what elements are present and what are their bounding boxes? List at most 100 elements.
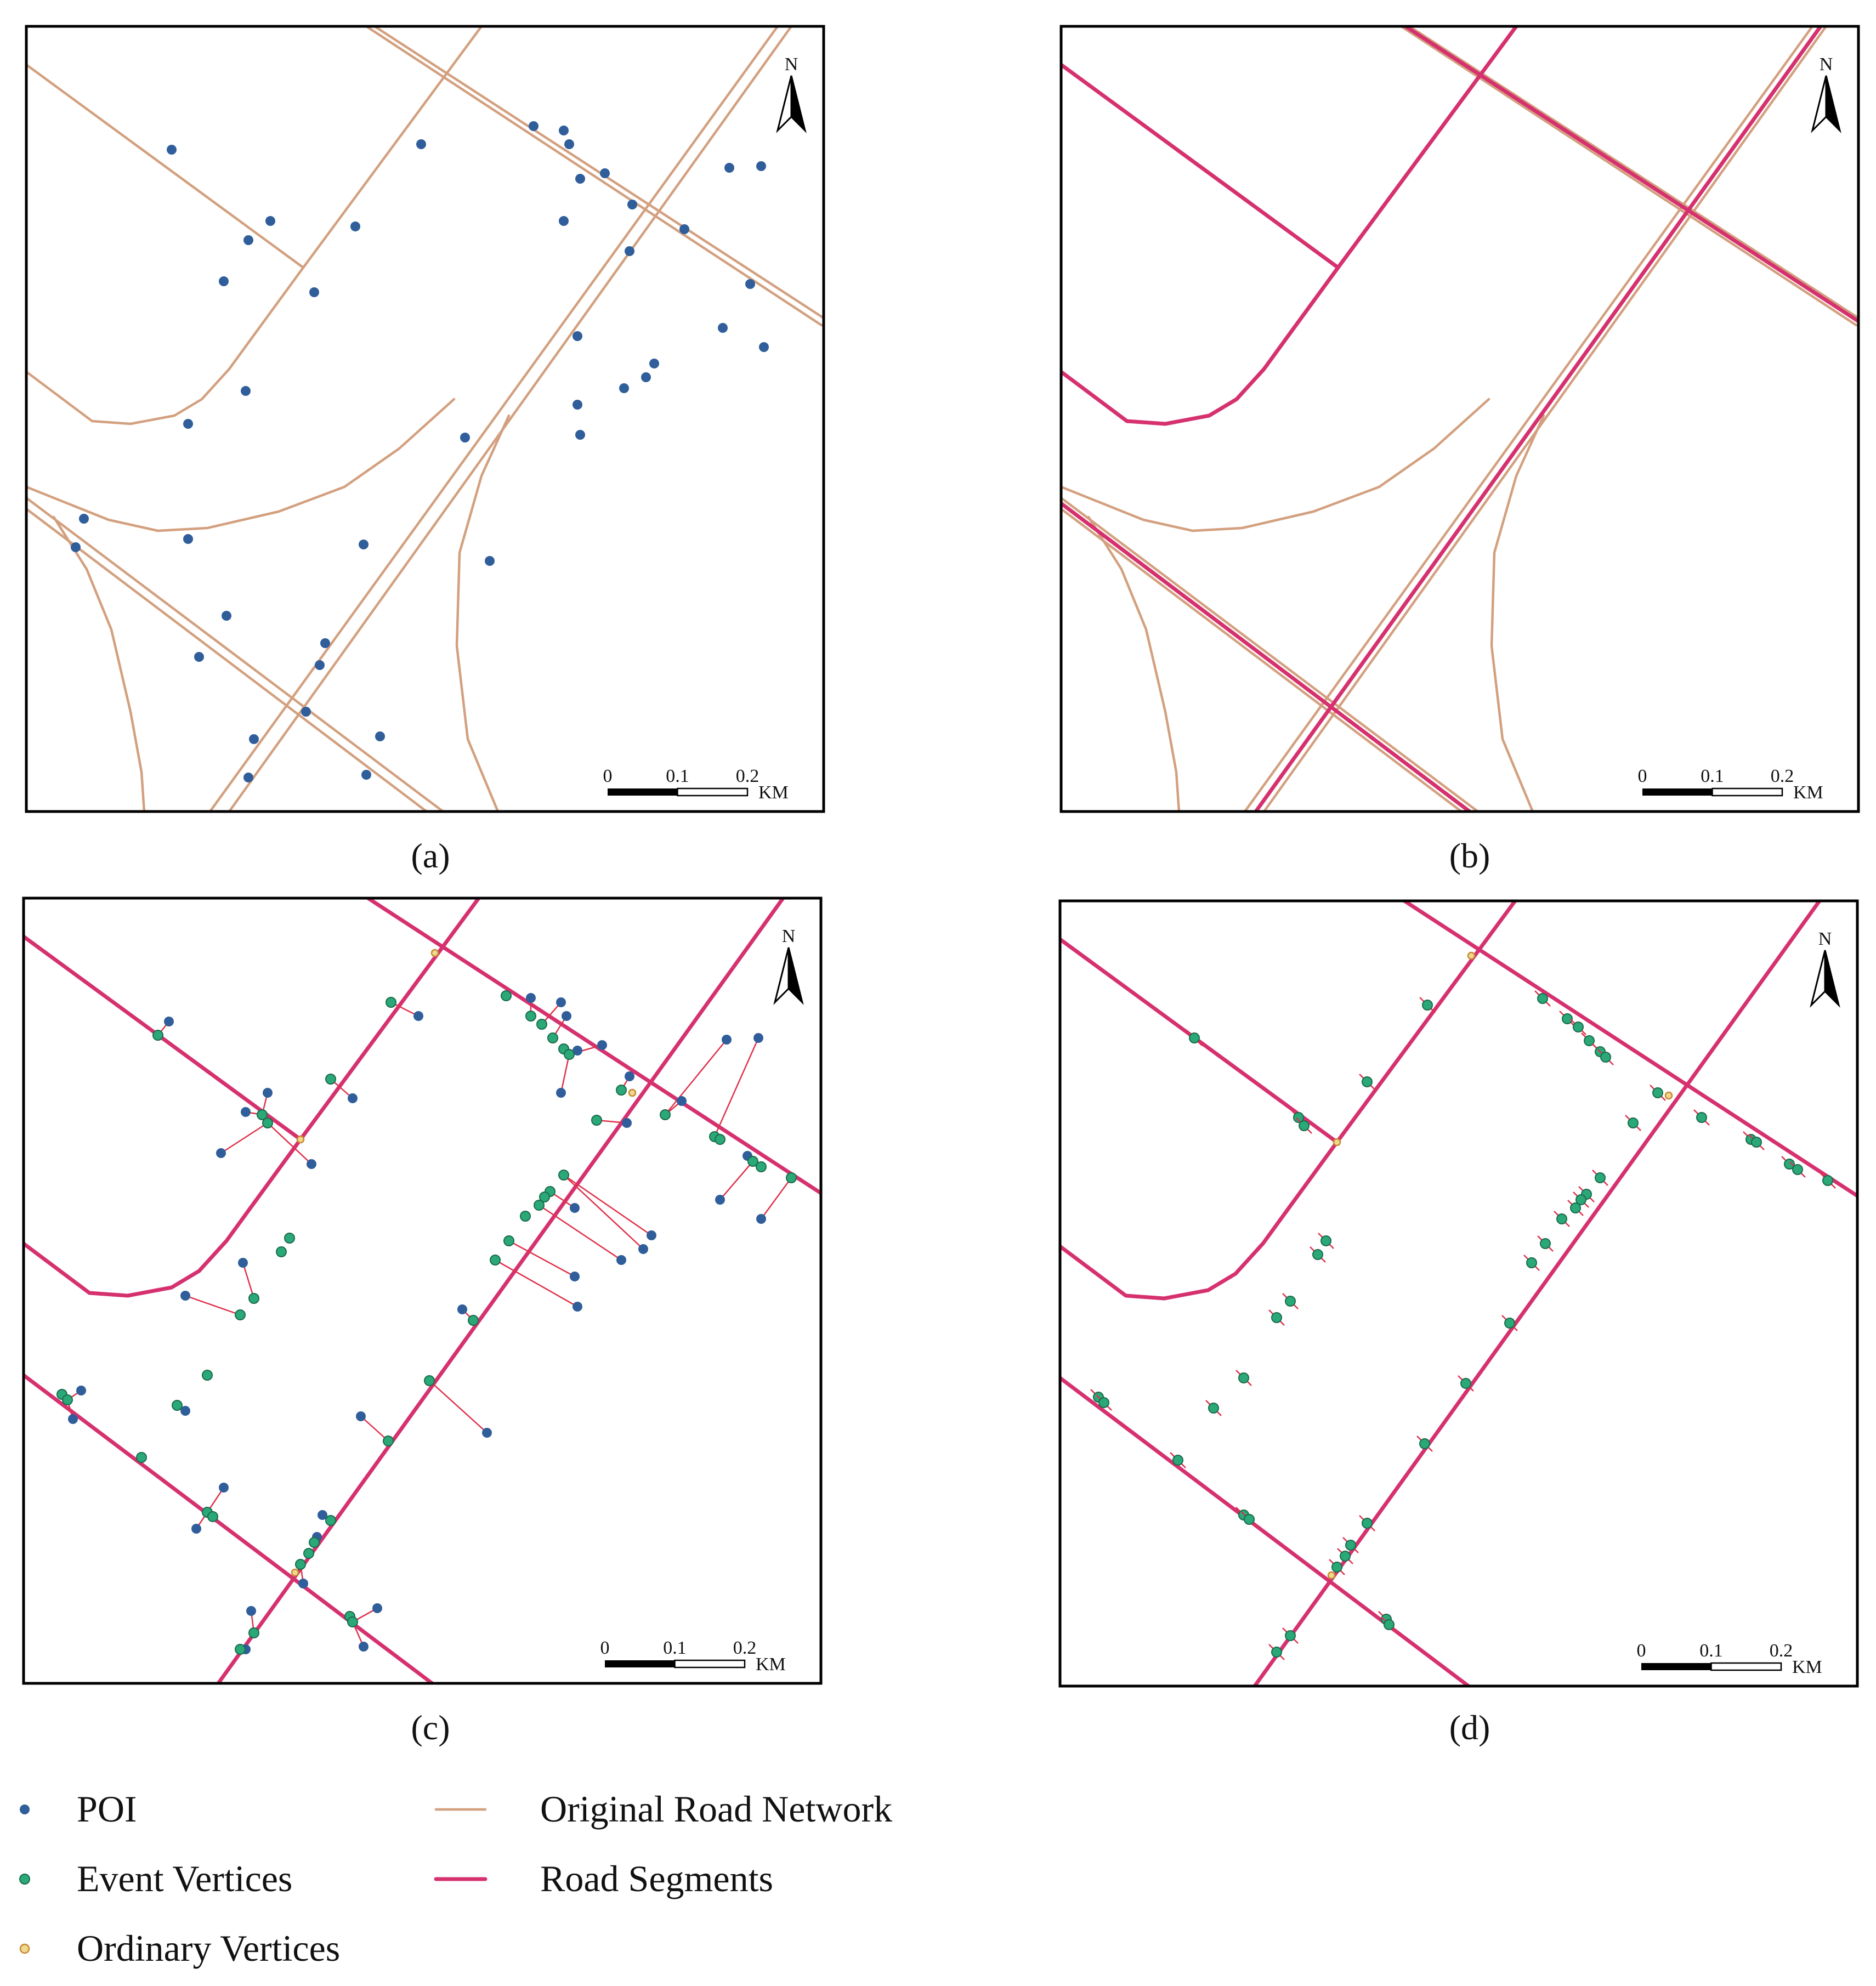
panel-b-map [1061,26,1858,812]
panel-d: N 0 0.1 0.2KM (d) [1058,899,1859,1747]
legend-item-event-vertices: Event Vertices [19,1858,292,1899]
poi-point [265,216,275,226]
original-road [302,26,483,269]
legend-label: Ordinary Vertices [77,1927,340,1969]
event-vertex [1595,1172,1606,1183]
poi-point [375,731,385,741]
event-vertex [1751,1137,1762,1148]
panel-a-map [26,26,824,812]
poi-point [356,1411,366,1421]
event-vertex [1271,1312,1282,1323]
event-vertex [520,1211,531,1222]
event-vertex [276,1246,287,1257]
event-vertex [1098,1397,1109,1408]
legend-item-original-road-network: Original Road Network [434,1788,892,1830]
event-vertex [1570,1202,1581,1213]
poi-point [359,540,369,549]
ordinary-vertex-symbol-icon [19,1943,30,1954]
event-vertex-symbol-icon [19,1874,30,1885]
panel-b-frame [1059,25,1860,813]
poi-point [600,168,610,178]
event-vertex [1556,1213,1567,1224]
event-vertex [262,1117,273,1128]
poi-point [570,1272,580,1281]
poi-point [616,1255,626,1265]
poi-point [759,342,769,352]
original-road [1243,26,1814,812]
poi-point [194,652,204,662]
panel-a-frame [25,25,825,813]
scale-bar-black [1641,1663,1711,1670]
event-vertex [1540,1238,1551,1249]
scale-tick-label: 0 [1637,1641,1646,1661]
poi-point [320,638,330,648]
poi-point [241,1107,251,1117]
event-vertex [1504,1318,1515,1329]
poi-point [372,1603,382,1613]
poi-point [625,1071,634,1081]
event-vertex [424,1375,435,1386]
poi-point [350,222,360,231]
event-vertex [248,1627,259,1638]
poi-point [526,993,536,1003]
event-vertex [786,1172,797,1183]
scale-bar-black [1642,788,1713,796]
poi-point [619,383,629,393]
poi-point [575,430,585,440]
poi-point [679,224,689,234]
north-label: N [1818,929,1832,949]
event-vertex [501,990,512,1001]
scale-tick-label: 0 [1638,766,1647,786]
event-vertex [715,1134,726,1145]
north-arrow-left-icon [1811,75,1827,133]
event-vertex [747,1156,758,1167]
north-arrow-right-icon [1824,950,1840,1008]
scale-unit-label: KM [756,1654,786,1675]
snap-link [665,1039,727,1115]
event-vertex [1345,1540,1356,1551]
snap-link [185,1295,241,1316]
event-vertex [207,1511,218,1522]
event-vertex [547,1032,558,1043]
poi-point [309,287,319,297]
scale-tick-label: 0.1 [663,1638,687,1658]
snap-link [719,1161,753,1200]
original-road [1262,26,1828,812]
poi-point [243,773,253,782]
panel-b-caption: (b) [1449,836,1490,875]
event-vertex [1312,1249,1323,1260]
poi-point [627,200,637,209]
scale-tick-label: 0.2 [1770,1641,1793,1661]
poi-point [570,1203,580,1213]
original-road [208,26,779,812]
poi-point [745,279,755,289]
road-segment [1061,63,1340,270]
panel-c-frame [22,896,823,1685]
north-arrow-right-icon [790,75,807,133]
road-segment [1403,26,1858,324]
north-arrow-right-icon [787,947,804,1005]
poi-point [222,611,231,621]
event-vertex [1422,1000,1433,1011]
scale-bar: 0 0.1 0.2KM [1638,766,1823,803]
event-vertex [1537,993,1548,1004]
scale-tick-label: 0.1 [1701,766,1724,786]
poi-point [556,997,566,1007]
poi-point [677,1096,687,1106]
road-segment [1254,26,1823,812]
scale-tick-label: 0.2 [733,1638,757,1658]
event-vertex [257,1109,268,1120]
legend-label: Event Vertices [77,1858,292,1899]
snap-link [360,1416,389,1442]
event-vertex [1792,1164,1803,1175]
event-vertex [1208,1403,1219,1414]
scale-tick-label: 0.2 [1771,766,1794,786]
event-vertex [1696,1112,1707,1123]
poi-point [625,246,634,256]
snap-link [560,1054,570,1093]
original-road [1061,496,1480,812]
event-vertex [1460,1378,1471,1389]
snap-link [242,1262,255,1299]
poi-symbol-icon [20,1805,30,1814]
